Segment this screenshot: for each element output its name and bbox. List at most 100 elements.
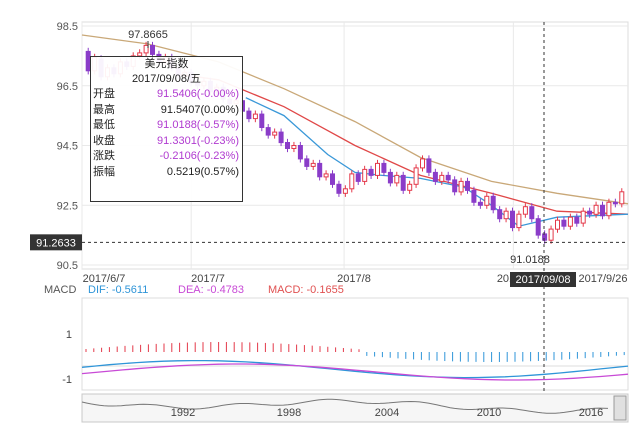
candle-body	[490, 195, 496, 211]
candle-body	[452, 179, 458, 193]
x-tick-label: 2017/9/26	[579, 273, 628, 285]
navigator-year-label: 1992	[171, 407, 195, 419]
candle	[587, 207, 593, 218]
candle	[407, 180, 413, 194]
candle-body	[143, 44, 149, 54]
candle-body	[574, 216, 580, 224]
candle	[426, 155, 432, 176]
candle-body	[407, 183, 413, 191]
candle-body	[323, 173, 329, 178]
candle	[567, 213, 573, 230]
candle	[522, 203, 528, 218]
tooltip-row-value: 91.5407(0.00%)	[160, 103, 239, 116]
candle	[413, 164, 419, 188]
candle-body	[497, 209, 503, 220]
candle	[317, 159, 323, 181]
candle-body	[246, 110, 252, 120]
candle-body	[529, 206, 535, 220]
candle-body	[394, 174, 400, 184]
tooltip-row-label: 开盘	[93, 88, 115, 100]
candle	[542, 230, 548, 244]
candle-body	[310, 162, 316, 167]
candle-body	[259, 113, 265, 128]
candle-body	[593, 204, 599, 215]
navigator-handle[interactable]	[613, 395, 627, 421]
max-label: 97.8665	[128, 29, 168, 41]
candle	[510, 207, 515, 232]
tooltip-row-value: 0.5219(0.57%)	[166, 165, 239, 178]
candle-body	[439, 174, 445, 182]
candle	[330, 170, 335, 188]
y-tick-label: 90.5	[57, 260, 78, 272]
candle-body	[304, 158, 310, 167]
candle-body	[291, 145, 297, 149]
candle-body	[150, 44, 155, 55]
navigator-year-label: 1998	[277, 407, 301, 419]
candle-body	[484, 195, 490, 206]
candle	[445, 171, 451, 184]
candle-body	[317, 162, 323, 178]
candle-body	[567, 216, 573, 227]
candle	[490, 192, 496, 214]
candle-body	[587, 210, 593, 215]
tooltip-row: 最高 91.5407(0.00%)	[91, 103, 242, 119]
macd-panel: 1 -1	[62, 297, 629, 391]
candle-body	[535, 218, 541, 236]
candle-body	[600, 204, 605, 217]
candle	[619, 188, 625, 208]
candle-body	[477, 201, 483, 206]
candle	[285, 138, 290, 153]
tooltip-row-label: 最低	[93, 119, 115, 132]
macd-label: MACD	[44, 284, 77, 296]
crosshair-price-label: 91.2633	[36, 237, 76, 249]
candle	[465, 177, 470, 194]
candle	[484, 192, 490, 209]
x-tick-label: 2017/6/7	[83, 273, 126, 285]
candle	[143, 41, 149, 57]
y-tick-label: 92.5	[57, 200, 78, 212]
candle-body	[426, 158, 432, 173]
candle-body	[265, 127, 271, 136]
candle-body	[387, 171, 393, 184]
dif-line	[81, 359, 629, 379]
candle	[150, 41, 155, 58]
candle	[400, 171, 406, 194]
tooltip-title: 美元指数	[144, 58, 189, 70]
crosshair: 91.2633 2017/09/08	[30, 22, 628, 392]
candle-body	[336, 183, 342, 194]
candle-body	[465, 180, 470, 191]
candle-body	[612, 201, 618, 205]
navigator: 1992 1998 2004 2010 2016	[81, 393, 629, 423]
tooltip-row-label: 收盘	[93, 134, 115, 147]
candle	[497, 206, 503, 223]
candle	[349, 170, 355, 193]
candle	[265, 123, 271, 139]
tooltip-row: 涨跌 -0.2106(-0.23%)	[91, 149, 242, 165]
macd-frame	[81, 297, 629, 391]
min-label: 91.0188	[510, 254, 550, 266]
candle-body	[375, 162, 380, 176]
tooltip-row-value: 91.5406(-0.00%)	[157, 88, 239, 100]
candle	[606, 198, 612, 220]
candle-body	[458, 180, 464, 193]
navigator-frame	[81, 393, 629, 423]
candle	[342, 185, 348, 197]
candle	[355, 170, 361, 185]
candle	[477, 198, 483, 209]
candle-body	[619, 191, 625, 205]
tooltip-row-value: -0.2106(-0.23%)	[159, 150, 240, 163]
candle	[561, 216, 567, 230]
candle-body	[368, 168, 374, 176]
candle	[574, 213, 580, 227]
candle-body	[278, 131, 284, 144]
candle-body	[400, 174, 406, 191]
candle	[612, 198, 618, 208]
tooltip-row-label: 涨跌	[93, 150, 115, 163]
tooltip-row-value: 91.3301(-0.23%)	[157, 134, 239, 147]
candle-body	[413, 167, 419, 185]
crosshair-date-box	[510, 272, 576, 287]
tooltip-row: 收盘 91.3301(-0.23%)	[91, 134, 242, 150]
candle-body	[420, 158, 425, 169]
